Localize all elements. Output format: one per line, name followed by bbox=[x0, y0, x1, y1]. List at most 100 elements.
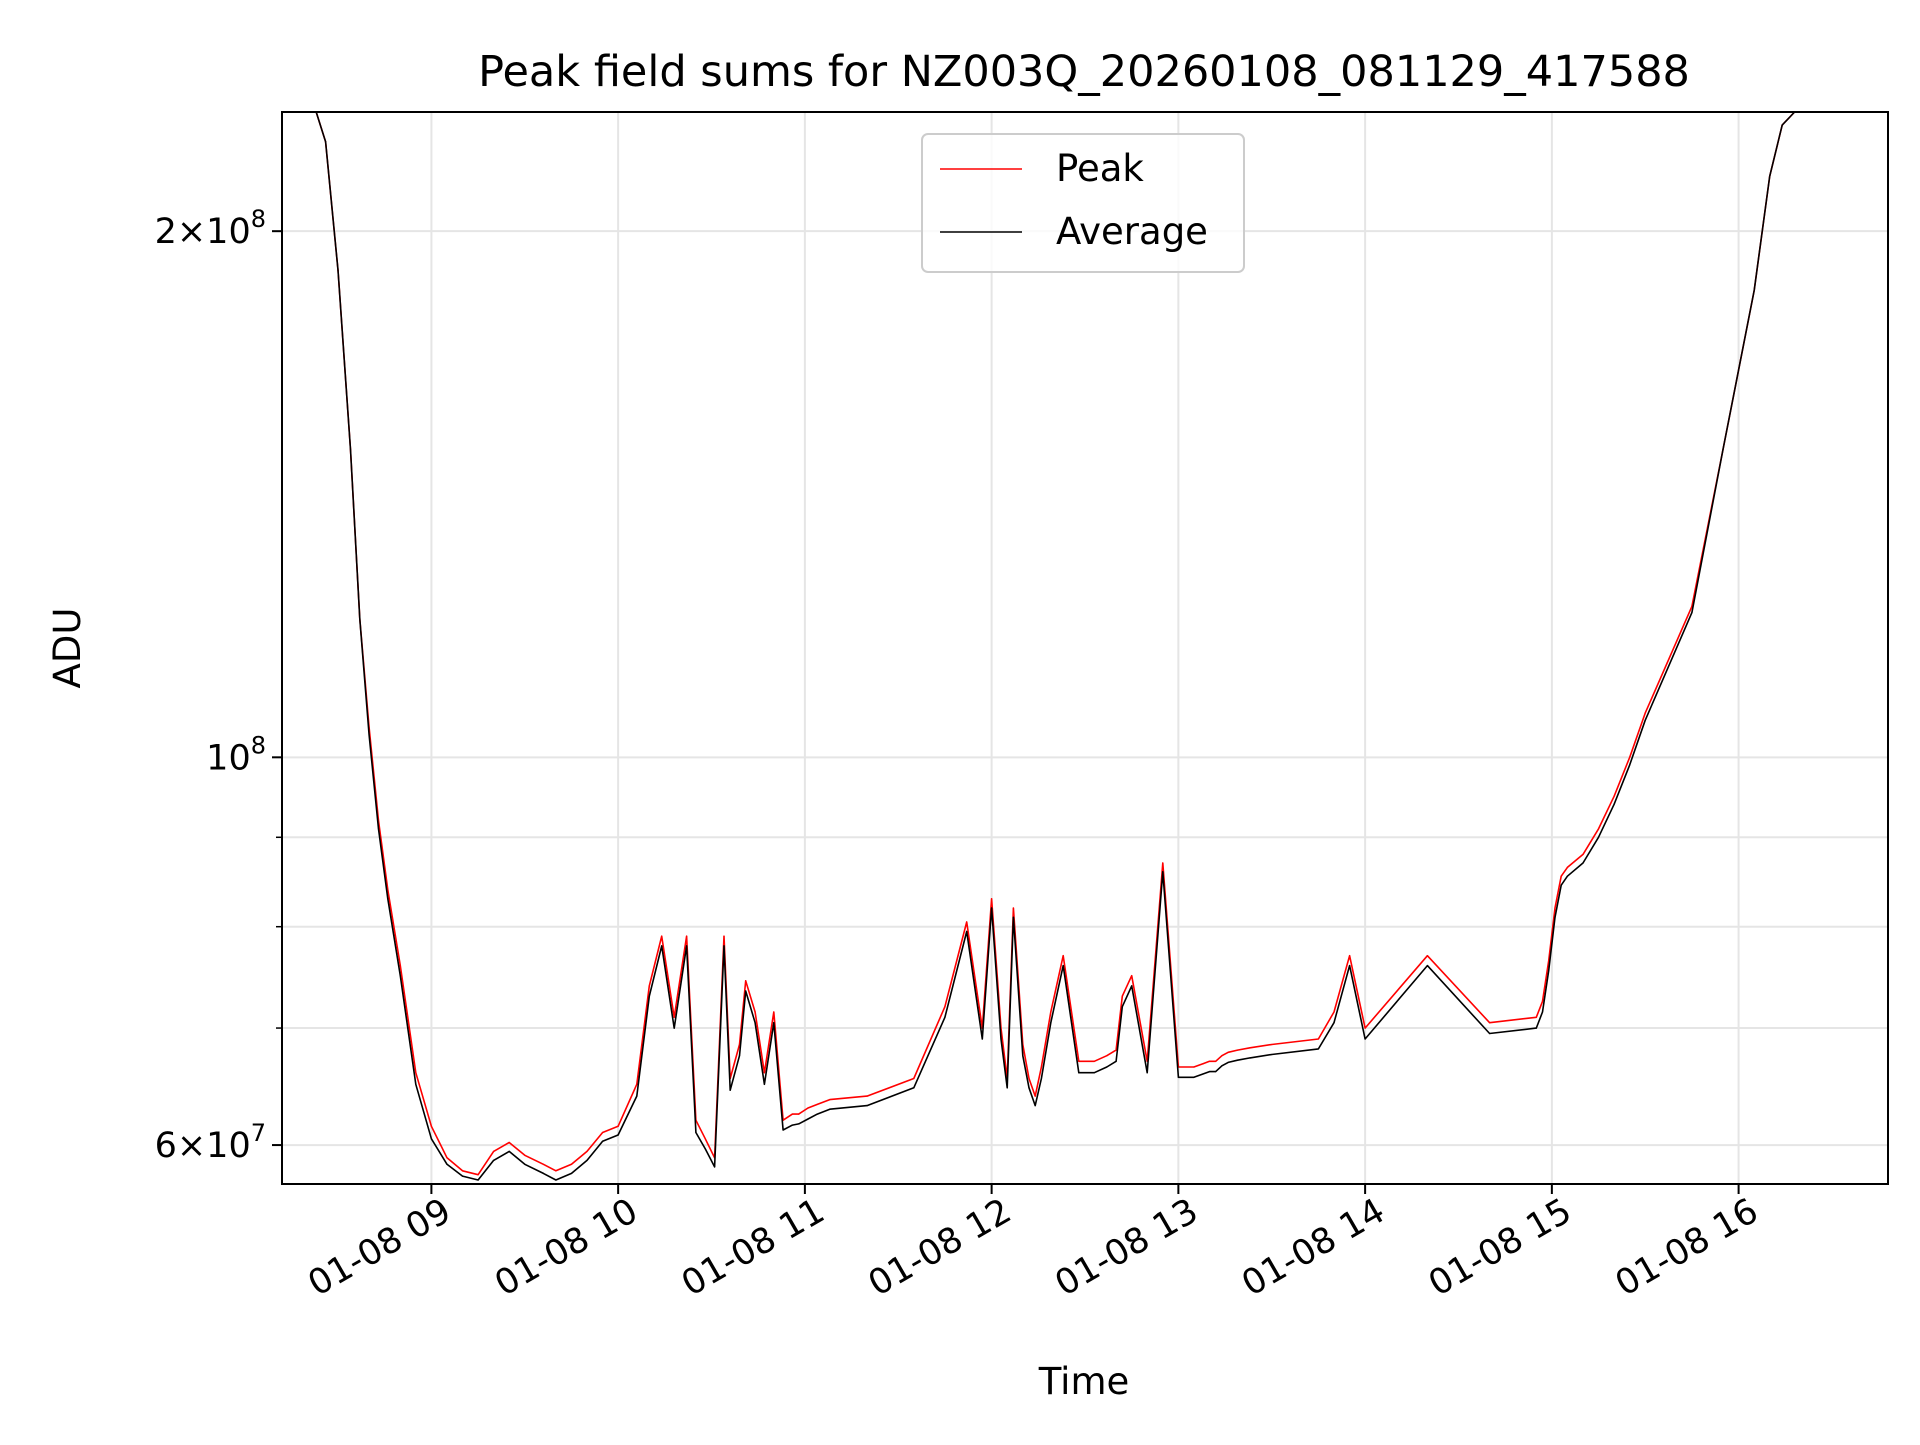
data-point-peak bbox=[1333, 1011, 1335, 1013]
data-point-peak bbox=[1691, 605, 1693, 608]
data-point-average bbox=[1162, 871, 1164, 873]
data-point-average bbox=[754, 1022, 756, 1024]
axes-frame bbox=[281, 111, 1889, 1185]
data-point-average bbox=[763, 1083, 766, 1085]
data-point-average bbox=[1582, 862, 1584, 864]
data-point-average bbox=[555, 1179, 557, 1181]
data-point-peak bbox=[1227, 1051, 1229, 1053]
data-point-average bbox=[415, 1083, 417, 1085]
data-point-peak bbox=[648, 985, 650, 987]
data-point-peak bbox=[807, 1107, 809, 1109]
data-point-peak bbox=[586, 1150, 588, 1152]
data-point-average bbox=[944, 1016, 946, 1018]
data-point-average bbox=[773, 1022, 775, 1024]
data-point-average bbox=[602, 1140, 604, 1142]
data-point-peak bbox=[602, 1131, 604, 1134]
data-point-average bbox=[1221, 1065, 1223, 1067]
data-point-average bbox=[745, 990, 747, 992]
data-point-peak bbox=[399, 965, 401, 967]
data-point-peak bbox=[1121, 995, 1123, 997]
data-point-average bbox=[913, 1087, 915, 1089]
data-point-average bbox=[791, 1124, 794, 1126]
data-point-peak bbox=[542, 1163, 545, 1165]
data-point-peak bbox=[866, 1095, 868, 1097]
legend-label-peak: Peak bbox=[1056, 147, 1144, 190]
data-point-average bbox=[1349, 965, 1351, 967]
data-point-peak bbox=[1040, 1066, 1042, 1068]
data-point-average bbox=[1271, 1053, 1273, 1056]
data-point-average bbox=[508, 1150, 510, 1152]
data-point-peak bbox=[686, 935, 688, 937]
data-point-average bbox=[1202, 1073, 1204, 1075]
data-point-average bbox=[1034, 1105, 1036, 1107]
data-point-peak bbox=[1202, 1063, 1204, 1065]
data-point-average bbox=[446, 1163, 448, 1165]
data-point-average bbox=[524, 1163, 526, 1165]
data-point-peak bbox=[570, 1163, 573, 1165]
data-point-average bbox=[1236, 1059, 1239, 1061]
data-point-peak bbox=[1597, 828, 1600, 830]
data-point-peak bbox=[1613, 795, 1615, 797]
data-point-peak bbox=[430, 1125, 432, 1127]
y-axis-label: ADU bbox=[46, 608, 89, 689]
data-point-peak bbox=[1106, 1055, 1108, 1057]
data-point-peak bbox=[704, 1138, 706, 1140]
data-point-average bbox=[798, 1123, 800, 1125]
data-point-average bbox=[1093, 1072, 1095, 1074]
data-point-peak bbox=[1582, 853, 1584, 856]
data-point-peak bbox=[1426, 955, 1428, 957]
data-point-peak bbox=[524, 1154, 526, 1156]
data-point-average bbox=[368, 734, 370, 736]
data-point-average bbox=[816, 1113, 818, 1115]
data-point-average bbox=[729, 1089, 731, 1091]
data-point-average bbox=[673, 1027, 675, 1029]
data-point-peak bbox=[1249, 1047, 1251, 1049]
data-point-average bbox=[399, 975, 401, 977]
y-tick-label: 108 bbox=[206, 731, 266, 778]
data-point-peak bbox=[723, 935, 725, 937]
data-point-average bbox=[1227, 1061, 1229, 1063]
data-point-average bbox=[325, 141, 327, 143]
data-point-average bbox=[1078, 1072, 1080, 1074]
data-point-peak bbox=[1208, 1060, 1211, 1062]
data-point-peak bbox=[1028, 1077, 1030, 1080]
data-point-average bbox=[1644, 719, 1646, 721]
data-point-peak bbox=[991, 898, 993, 900]
data-point-average bbox=[1613, 803, 1615, 805]
y-axis-ticks: 6×107 108 2×108 bbox=[155, 205, 282, 1166]
data-point-average bbox=[1062, 965, 1064, 967]
data-point-peak bbox=[1193, 1066, 1195, 1068]
data-point-average bbox=[1722, 448, 1724, 451]
y-tick-label: 6×107 bbox=[155, 1119, 266, 1166]
data-point-peak bbox=[1364, 1027, 1366, 1029]
data-point-average bbox=[704, 1148, 706, 1150]
data-point-average bbox=[1554, 916, 1556, 918]
data-point-peak bbox=[1489, 1022, 1491, 1024]
data-point-average bbox=[686, 945, 688, 947]
data-point-average bbox=[1548, 970, 1550, 972]
data-point-peak bbox=[1215, 1060, 1217, 1062]
chart-title: Peak field sums for NZ003Q_20260108_0811… bbox=[478, 47, 1690, 97]
data-point-average bbox=[1541, 1011, 1544, 1013]
data-point-peak bbox=[754, 1011, 756, 1013]
data-point-average bbox=[1691, 612, 1693, 614]
data-point-average bbox=[337, 269, 339, 271]
data-point-peak bbox=[1629, 756, 1631, 758]
data-point-peak bbox=[1349, 955, 1351, 957]
data-point-average bbox=[1022, 1055, 1024, 1057]
data-point-peak bbox=[1236, 1049, 1239, 1051]
data-point-average bbox=[991, 907, 993, 909]
data-point-peak bbox=[745, 980, 747, 982]
data-point-peak bbox=[1162, 862, 1164, 864]
data-point-average bbox=[1177, 1076, 1179, 1078]
data-point-average bbox=[1597, 836, 1600, 838]
data-point-average bbox=[1566, 875, 1568, 877]
data-point-average bbox=[387, 898, 389, 900]
data-point-average bbox=[1249, 1057, 1251, 1059]
data-point-average bbox=[1317, 1048, 1319, 1050]
data-point-peak bbox=[493, 1150, 495, 1152]
data-point-peak bbox=[791, 1113, 794, 1115]
data-point-average bbox=[1050, 1022, 1052, 1024]
